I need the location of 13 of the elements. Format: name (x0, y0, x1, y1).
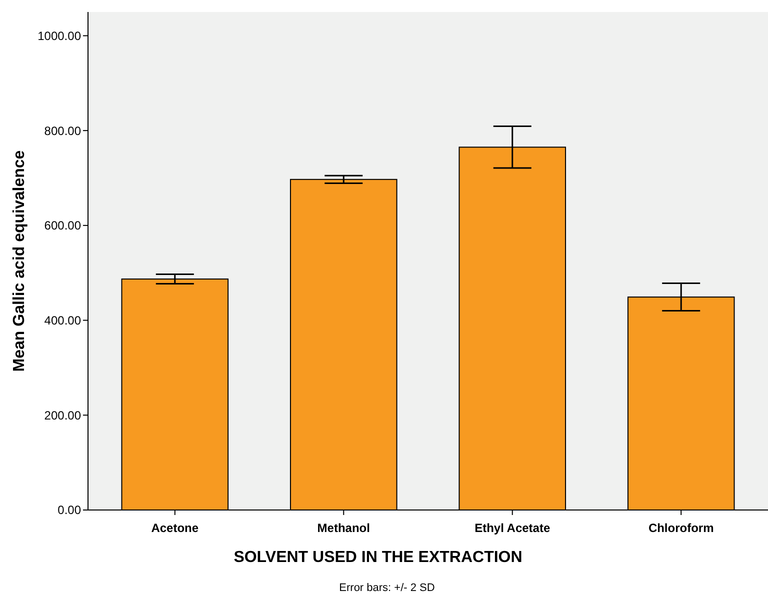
x-tick-label: Ethyl Acetate (474, 521, 550, 535)
y-axis-title: Mean Gallic acid equivalence (11, 150, 28, 372)
x-axis-title: SOLVENT USED IN THE EXTRACTION (234, 549, 522, 566)
y-tick-label: 400.00 (44, 313, 82, 328)
y-tick-label: 0.00 (58, 503, 82, 518)
text: Error bars: +/- 2 SD (339, 582, 435, 594)
y-tick-label: 1000.00 (38, 28, 82, 43)
y-tick-label: 600.00 (44, 218, 82, 233)
x-tick-label: Acetone (151, 521, 199, 535)
y-tick-label: 800.00 (44, 124, 82, 138)
x-tick-label: Chloroform (648, 521, 714, 535)
y-tick-label: 200.00 (44, 408, 82, 422)
x-tick-label: Methanol (317, 521, 370, 535)
